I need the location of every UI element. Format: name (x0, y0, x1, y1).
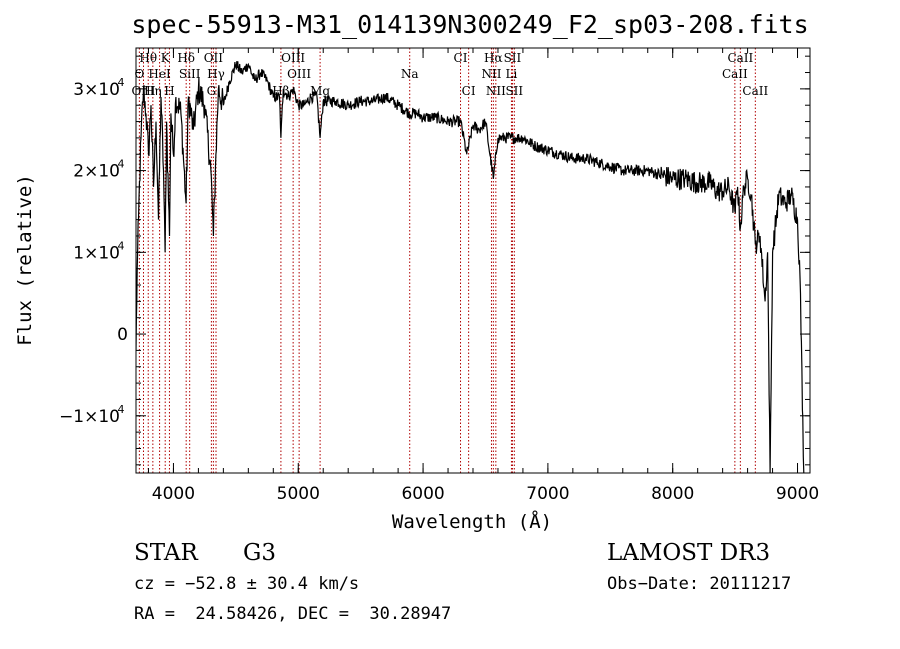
spectral-line-label: CaII (742, 84, 768, 98)
x-tick-label: 7000 (526, 484, 569, 504)
spectral-line-label: CI (454, 51, 468, 65)
spectral-line-label: OIII (281, 51, 305, 65)
y-tick-label: −1×10 (59, 407, 120, 427)
spectral-line-label: OIII (287, 67, 311, 81)
coordinates: RA = 24.58426, DEC = 30.28947 (134, 604, 452, 624)
spectrum-line (136, 61, 805, 473)
spectral-line-label: Hθ (139, 51, 157, 65)
observation-date: Obs−Date: 20111217 (607, 574, 792, 594)
spectral-line-label: NII (481, 67, 501, 81)
y-tick-label: 3×10 (73, 80, 120, 100)
spectral-line-label: SiII (179, 67, 201, 81)
y-tick-label: 0 (117, 325, 128, 345)
x-tick-label: 9000 (776, 484, 819, 504)
spectral-line-label: SII (504, 51, 522, 65)
object-subclass: G3 (243, 540, 277, 566)
spectral-line-label: K (161, 51, 171, 65)
spectral-line-label: OII (204, 51, 224, 65)
y-tick-exponent: 4 (118, 403, 125, 416)
spectral-line-label: Na (401, 67, 419, 81)
spectral-line-label: HeI (148, 67, 171, 81)
x-tick-label: 6000 (401, 484, 444, 504)
x-tick-label: 4000 (152, 484, 195, 504)
x-axis-label: Wavelength (Å) (392, 510, 552, 533)
x-axis: 4000 5000 6000 7000 8000 9000 (147, 48, 819, 504)
object-class: STAR (134, 540, 198, 566)
spectral-line-label: NII (486, 84, 506, 98)
y-tick-exponent: 4 (118, 239, 125, 252)
spectral-line-label: CaII (727, 51, 753, 65)
spectral-line-label: Hα (484, 51, 503, 65)
y-tick-exponent: 4 (118, 158, 125, 171)
spectral-line-label: Hη (144, 84, 162, 98)
y-tick-label: 1×10 (73, 243, 120, 263)
y-axis-label: Flux (relative) (14, 174, 36, 346)
survey-name: LAMOST DR3 (607, 540, 771, 566)
spectral-line-label: CI (462, 84, 476, 98)
spectral-line-label: G (207, 84, 217, 98)
redshift-cz: cz = −52.8 ± 30.4 km/s (134, 574, 360, 594)
chart-title: spec-55913-M31_014139N300249_F2_sp03-208… (131, 10, 808, 39)
spectral-line-markers (138, 48, 756, 473)
spectral-line-label: H (164, 84, 174, 98)
y-tick-label: 2×10 (73, 162, 120, 182)
spectral-line-label: Hδ (177, 51, 195, 65)
y-tick-exponent: 4 (118, 76, 125, 89)
x-tick-label: 5000 (277, 484, 320, 504)
plot-frame (135, 47, 811, 474)
x-tick-label: 8000 (651, 484, 694, 504)
spectral-line-label: CaII (722, 67, 748, 81)
spectral-line-label: Hγ (207, 67, 225, 81)
spectral-line-label: Li (506, 67, 518, 81)
spectral-line-label: SII (505, 84, 523, 98)
spectral-line-label: O (134, 67, 144, 81)
